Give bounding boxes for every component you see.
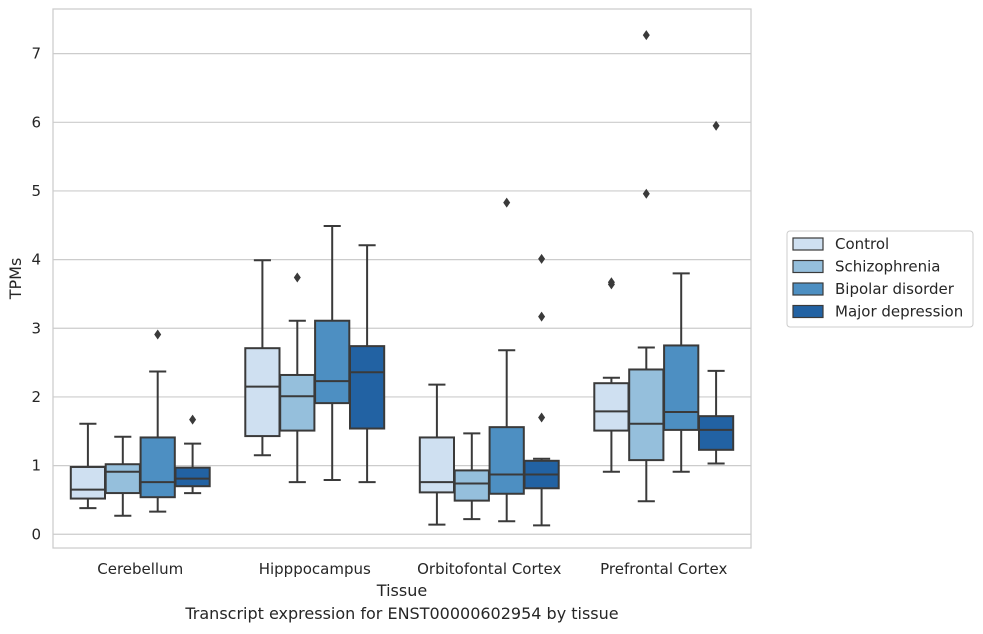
iqr-box — [104, 463, 141, 495]
outlier-point — [642, 30, 650, 41]
x-tick-labels: Cerebellum Hipppocampus Orbitofontal Corte… — [97, 560, 727, 578]
legend-frame — [786, 230, 974, 328]
iqr-box — [697, 415, 735, 451]
x-tick-label: Orbitofontal Cortex — [417, 560, 561, 578]
box-major-depression — [697, 120, 735, 465]
outlier-point — [538, 311, 546, 322]
box-major-depression — [174, 414, 211, 495]
iqr-box — [453, 469, 490, 502]
x-tick-label: Prefrontal Cortex — [600, 560, 727, 578]
outlier-point — [503, 197, 511, 208]
legend-swatch — [792, 259, 824, 274]
y-axis-title: TPMs — [6, 258, 25, 301]
iqr-box — [244, 347, 281, 438]
box-bipolar-disorder — [314, 224, 351, 482]
iqr-box — [488, 426, 525, 495]
box-bipolar-disorder — [488, 197, 525, 523]
box-bipolar-disorder — [139, 329, 176, 513]
legend-label: Bipolar disorder — [835, 280, 955, 298]
plot-area-frame — [52, 8, 752, 549]
legend-label: Major depression — [835, 303, 963, 321]
x-tick-label: Hipppocampus — [259, 560, 371, 578]
iqr-box — [628, 368, 665, 462]
outlier-point — [642, 188, 650, 199]
iqr-box — [139, 436, 176, 499]
y-tick-label: 6 — [31, 113, 41, 131]
iqr-box — [314, 319, 351, 405]
box-major-depression — [523, 253, 560, 527]
y-tick-label: 3 — [31, 319, 41, 337]
box-control — [418, 383, 456, 526]
outlier-point — [712, 120, 720, 131]
legend-label: Schizophrenia — [835, 258, 940, 276]
box-schizophrenia — [279, 272, 316, 484]
iqr-box — [174, 466, 211, 488]
box-schizophrenia — [104, 435, 141, 517]
box-bipolar-disorder — [663, 272, 700, 473]
x-tick-label: Cerebellum — [97, 560, 183, 578]
y-tick-label: 4 — [31, 251, 41, 269]
iqr-box — [663, 344, 700, 431]
iqr-box — [348, 345, 386, 430]
outlier-point — [538, 253, 546, 264]
legend-swatch — [792, 282, 824, 296]
iqr-box — [593, 382, 630, 432]
y-tick-labels: 0 1 2 3 4 5 6 7 — [31, 45, 41, 544]
iqr-box — [418, 436, 456, 494]
y-tick-label: 1 — [31, 457, 41, 475]
legend-swatch — [792, 304, 824, 319]
y-tick-label: 2 — [31, 388, 41, 406]
legend-label: Control — [835, 235, 889, 253]
box-major-depression — [348, 244, 386, 484]
box-control — [593, 277, 630, 473]
box-schizophrenia — [453, 432, 490, 521]
outlier-point — [293, 272, 301, 283]
legend-swatch — [792, 237, 824, 251]
box-schizophrenia — [628, 30, 665, 503]
y-tick-label: 7 — [31, 45, 41, 63]
figure-caption: Transcript expression for ENST0000060295… — [185, 604, 619, 623]
outlier-point — [189, 414, 197, 425]
legend: Control Schizophrenia Bipolar disorder Majo… — [786, 230, 974, 328]
box-plot-marks — [69, 30, 735, 527]
y-tick-label: 0 — [31, 525, 41, 543]
outlier-point — [538, 412, 546, 423]
iqr-box — [69, 465, 107, 500]
outlier-point — [607, 277, 615, 288]
x-axis-title: Tissue — [376, 581, 427, 600]
iqr-box — [279, 373, 316, 432]
box-control — [244, 259, 281, 457]
box-control — [69, 422, 107, 510]
y-tick-label: 5 — [31, 182, 41, 200]
outlier-point — [154, 329, 162, 340]
